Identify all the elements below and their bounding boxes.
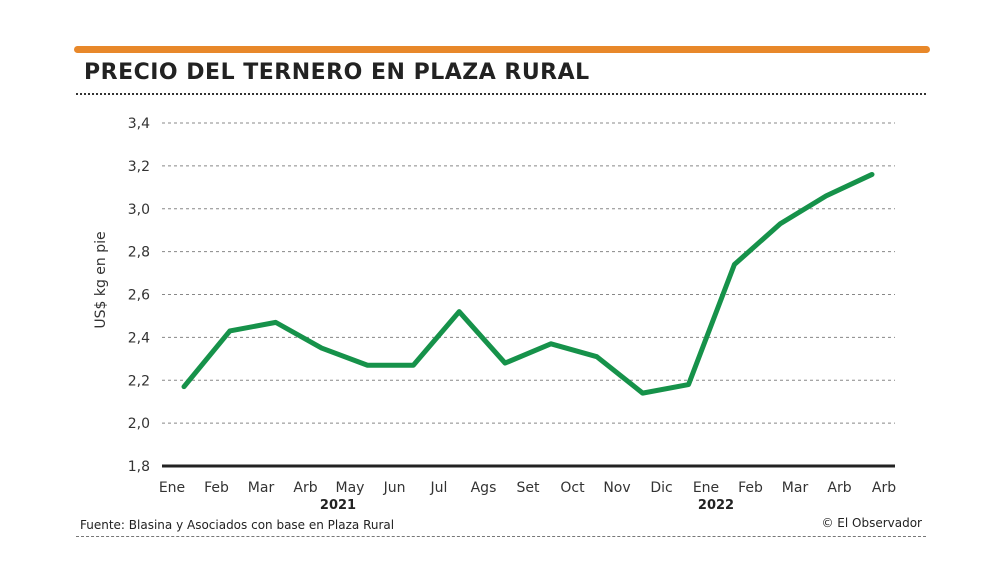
chart-title: PRECIO DEL TERNERO EN PLAZA RURAL bbox=[84, 60, 590, 85]
x-tick-label: May bbox=[336, 480, 365, 496]
data-point bbox=[183, 386, 185, 388]
x-tick-label: Ene bbox=[159, 480, 185, 496]
data-point bbox=[733, 263, 735, 265]
data-point bbox=[321, 347, 323, 349]
data-point bbox=[642, 392, 644, 394]
data-point bbox=[366, 364, 368, 366]
y-tick-label: 2,4 bbox=[128, 330, 150, 346]
accent-bar bbox=[74, 46, 930, 53]
year-label: 2021 bbox=[320, 498, 356, 513]
y-tick-label: 2,6 bbox=[128, 288, 150, 304]
data-point bbox=[825, 195, 827, 197]
data-point bbox=[458, 311, 460, 313]
x-tick-label: Dic bbox=[650, 480, 672, 496]
title-divider bbox=[76, 93, 926, 95]
x-tick-label: Arb bbox=[872, 480, 896, 496]
data-point bbox=[504, 362, 506, 364]
data-point bbox=[275, 321, 277, 323]
y-tick-label: 2,8 bbox=[128, 245, 150, 261]
data-point bbox=[688, 384, 690, 386]
source-note: Fuente: Blasina y Asociados con base en … bbox=[80, 518, 395, 532]
x-tick-label: Set bbox=[517, 480, 541, 496]
x-tick-label: Oct bbox=[560, 480, 585, 496]
y-tick-label: 2,2 bbox=[128, 373, 150, 389]
series-line bbox=[181, 171, 875, 396]
x-tick-label: Jun bbox=[383, 480, 406, 496]
footer-divider bbox=[76, 536, 926, 537]
x-tick-label: Mar bbox=[248, 480, 275, 496]
data-point bbox=[412, 364, 414, 366]
x-tick-label: Ags bbox=[471, 480, 497, 496]
year-label: 2022 bbox=[698, 498, 734, 513]
data-point bbox=[596, 356, 598, 358]
x-tick-label: Nov bbox=[603, 480, 630, 496]
x-tick-label: Jul bbox=[430, 480, 448, 496]
x-tick-label: Ene bbox=[693, 480, 719, 496]
x-tick-label: Feb bbox=[204, 480, 229, 496]
x-tick-label: Feb bbox=[738, 480, 763, 496]
x-tick-label: Mar bbox=[782, 480, 809, 496]
x-tick-label: Arb bbox=[293, 480, 317, 496]
data-point bbox=[871, 173, 873, 175]
y-axis-label: US$ kg en pie bbox=[93, 231, 109, 328]
y-tick-label: 1,8 bbox=[128, 459, 150, 475]
y-tick-label: 3,2 bbox=[128, 159, 150, 175]
x-tick-label: Arb bbox=[827, 480, 851, 496]
y-tick-label: 3,0 bbox=[128, 202, 150, 218]
y-tick-label: 3,4 bbox=[128, 116, 150, 132]
data-point bbox=[229, 330, 231, 332]
data-point bbox=[779, 223, 781, 225]
credit: © El Observador bbox=[821, 516, 922, 530]
data-point bbox=[550, 343, 552, 345]
y-tick-label: 2,0 bbox=[128, 416, 150, 432]
